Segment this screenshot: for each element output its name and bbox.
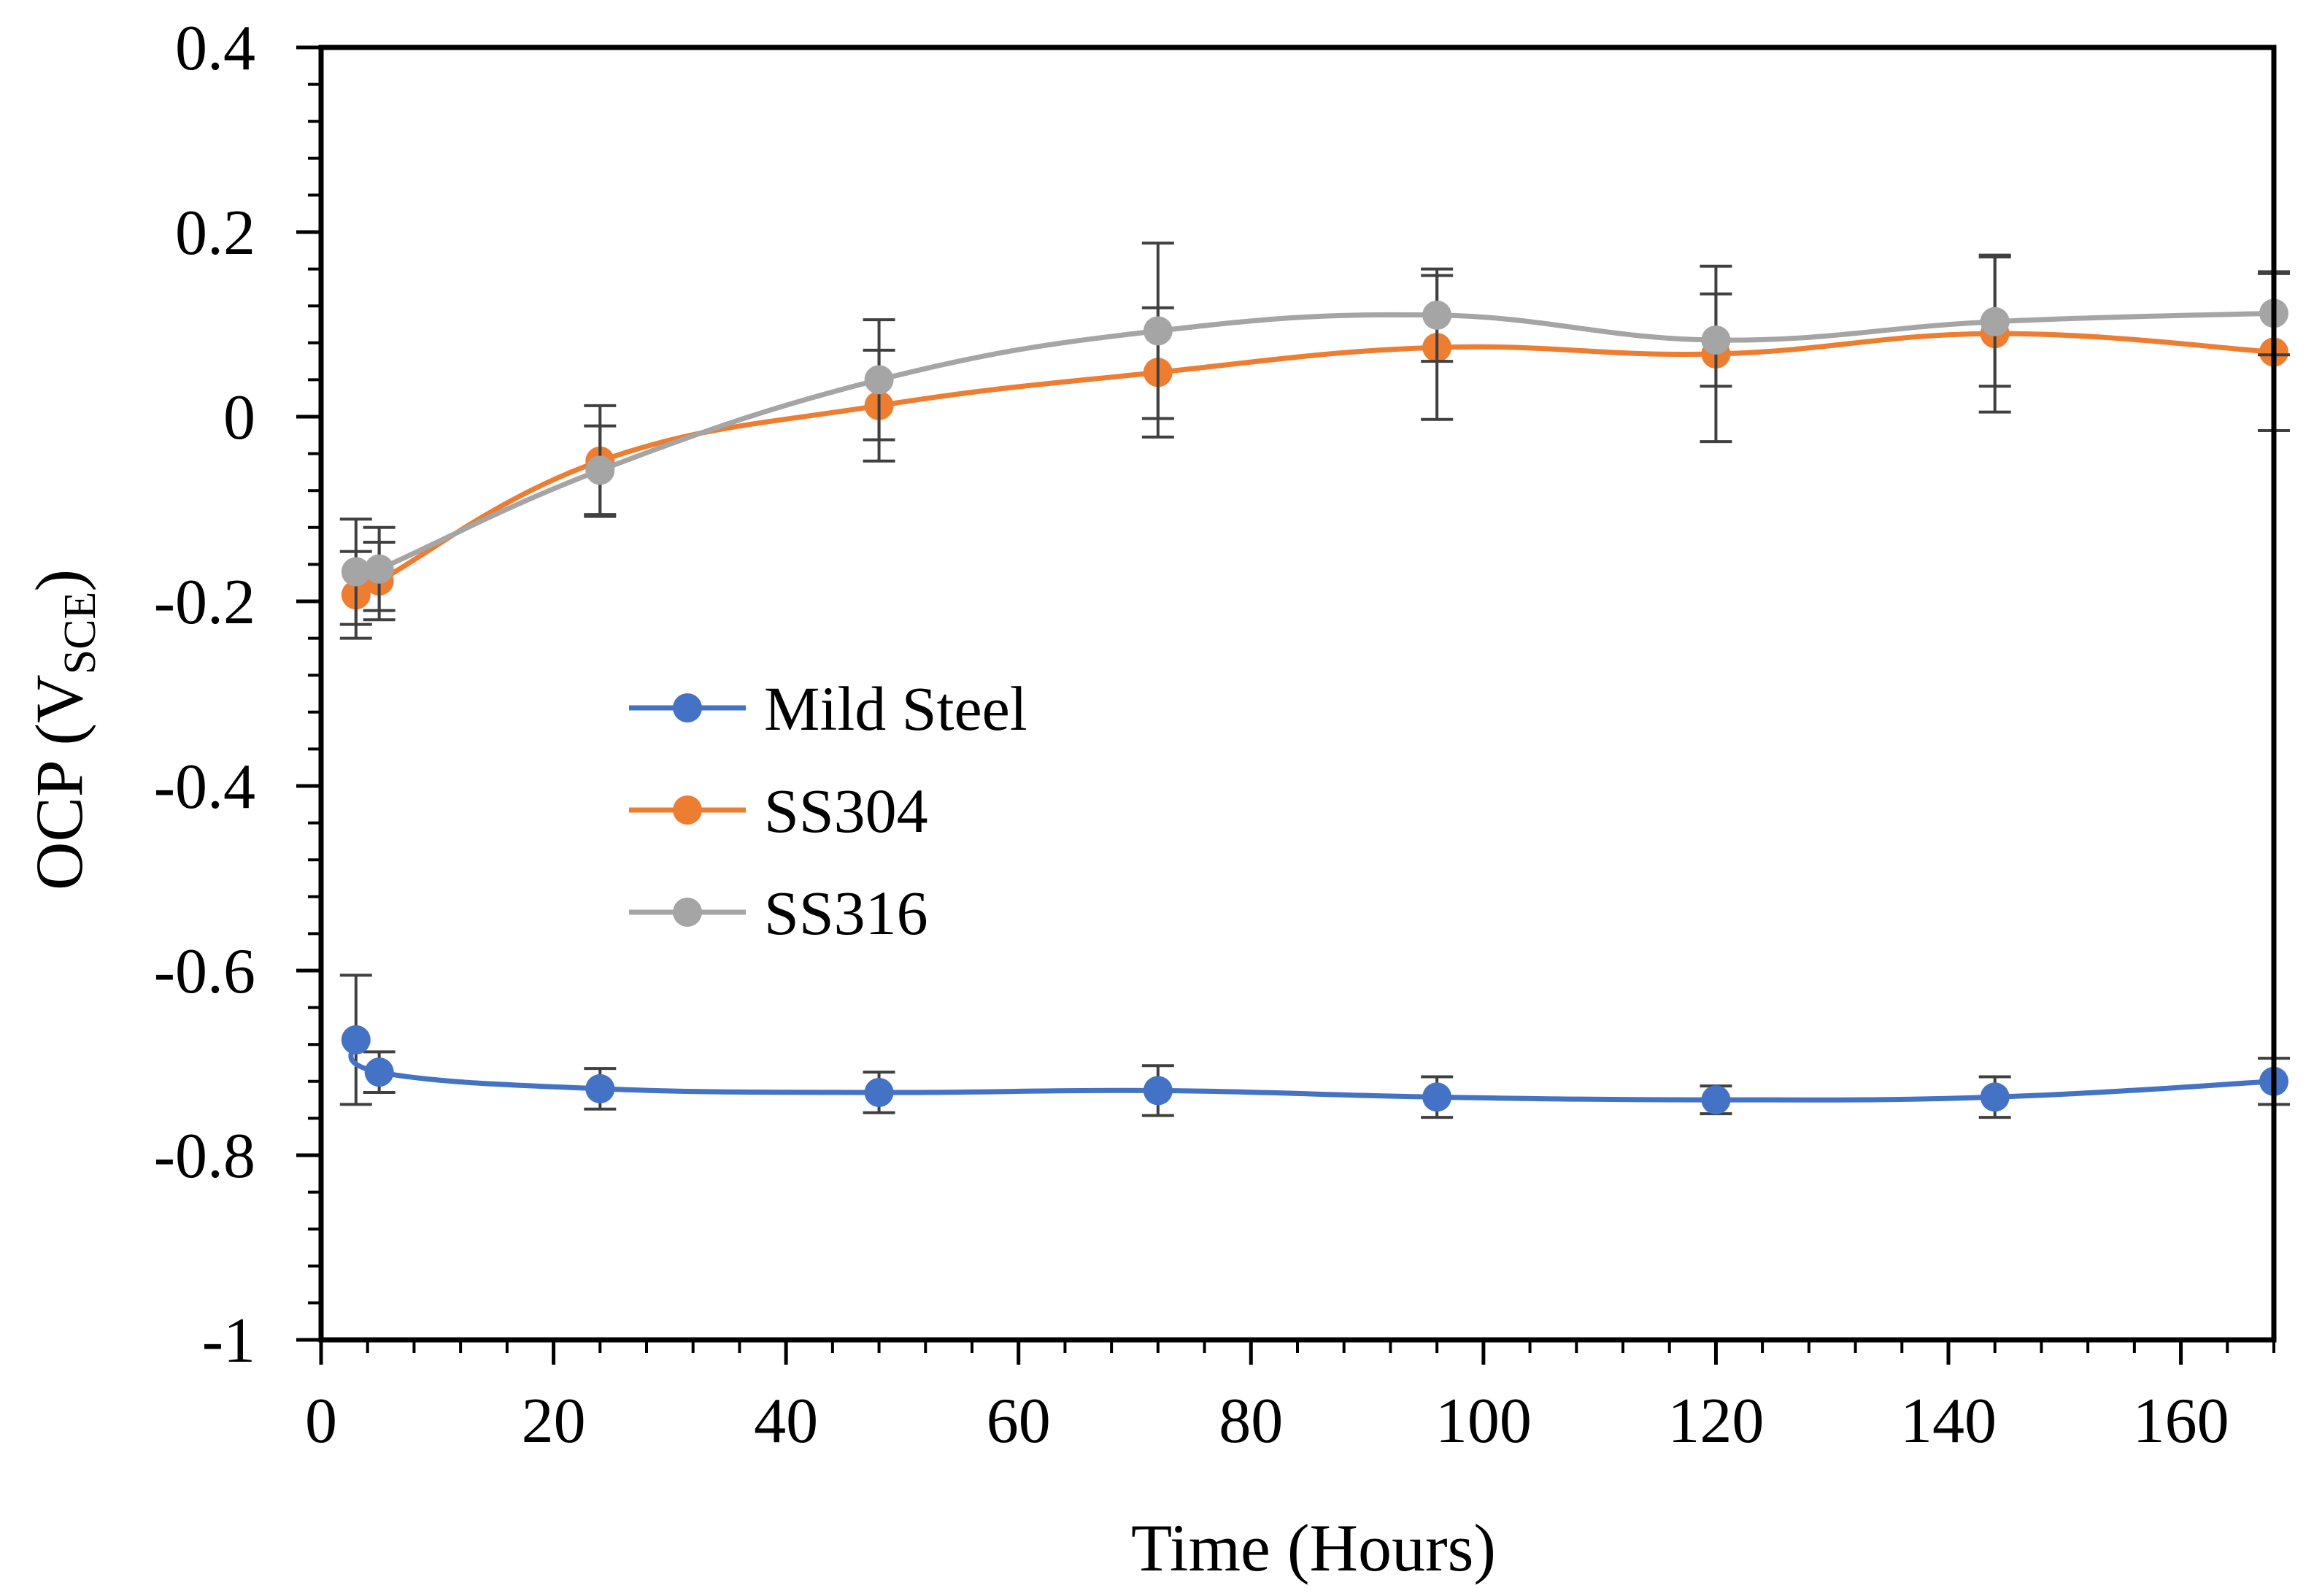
series-line (348, 310, 2275, 582)
x-tick-label: 20 (522, 1386, 586, 1457)
x-axis-title: Time (Hours) (1131, 1511, 1496, 1585)
y-tick-label: 0.2 (175, 198, 255, 269)
data-point (1143, 1076, 1173, 1106)
y-tick-label: -0.4 (154, 752, 255, 822)
minor-ticks (308, 46, 2275, 1353)
x-tick-label: 0 (305, 1386, 337, 1457)
y-tick-label: 0 (223, 382, 255, 453)
plot-frame (318, 45, 2277, 1343)
x-tick-label: 140 (1900, 1386, 1997, 1457)
series-line (348, 331, 2275, 600)
y-tick-label: -0.2 (154, 567, 255, 638)
legend-item: SS304 (629, 776, 928, 846)
data-point (364, 554, 394, 584)
series-line (348, 1038, 2275, 1103)
y-axis-title-close: ) (22, 569, 96, 592)
x-tick-labels: 0 20 40 60 80 100 120 140 160 (305, 1386, 2229, 1457)
data-point (1701, 325, 1731, 355)
data-point (585, 455, 615, 485)
x-tick-label: 80 (1219, 1386, 1283, 1457)
data-point (341, 557, 371, 587)
legend-label: Mild Steel (764, 674, 1027, 744)
y-tick-label: 0.4 (175, 13, 255, 84)
legend-swatch-marker (673, 795, 702, 825)
y-axis-title-main: OCP (V (22, 674, 96, 890)
data-point (1980, 1082, 2010, 1112)
data-point (1701, 1085, 1731, 1115)
major-ticks (296, 45, 2183, 1365)
series-mild-steel (339, 974, 2290, 1119)
data-point (864, 365, 894, 395)
legend-swatch-marker (673, 898, 702, 927)
y-tick-label: -0.6 (154, 936, 255, 1007)
x-tick-label: 60 (987, 1386, 1051, 1457)
x-tick-label: 100 (1435, 1386, 1532, 1457)
series-layer (339, 242, 2290, 1119)
legend-label: SS316 (764, 878, 928, 948)
y-tick-label: -0.8 (154, 1121, 255, 1192)
data-point (364, 1057, 394, 1087)
series-ss316 (339, 242, 2290, 626)
y-tick-label: -1 (202, 1306, 255, 1376)
data-point (1980, 307, 2010, 336)
y-tick-labels: 0.4 0.2 0 -0.2 -0.4 -0.6 -0.8 -1 (154, 13, 255, 1376)
legend-item: Mild Steel (629, 674, 1027, 744)
data-point (1143, 316, 1173, 346)
legend-swatch-marker (673, 693, 702, 722)
y-axis-title-subscript: SCE (55, 592, 105, 675)
data-point (585, 1073, 615, 1103)
legend-item: SS316 (629, 878, 928, 948)
data-point (864, 1077, 894, 1107)
y-axis-title: OCP (VSCE) (22, 569, 105, 890)
legend: Mild Steel SS304 SS316 (629, 674, 1027, 948)
data-point (341, 1025, 371, 1055)
x-tick-label: 160 (2133, 1386, 2229, 1457)
x-tick-label: 40 (754, 1386, 818, 1457)
legend-label: SS304 (764, 776, 928, 846)
data-point (1422, 300, 1452, 330)
data-point (1422, 1082, 1452, 1112)
x-tick-label: 120 (1667, 1386, 1764, 1457)
